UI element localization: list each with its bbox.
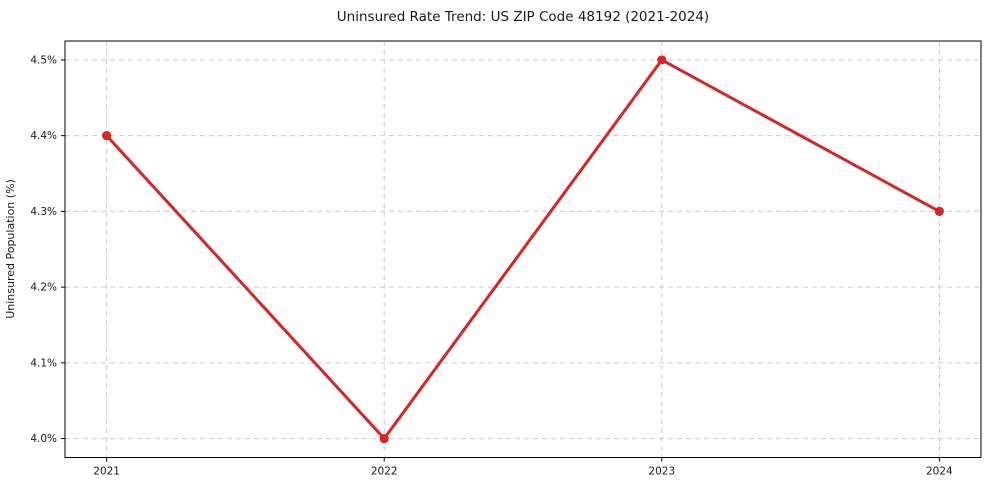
y-tick-label: 4.5%: [30, 54, 57, 66]
data-point-marker: [379, 433, 389, 444]
data-point-marker: [102, 131, 112, 141]
x-tick-label: 2023: [648, 466, 675, 478]
y-axis-label: Uninsured Population (%): [4, 179, 17, 319]
tick-layer: [61, 59, 940, 462]
y-tick-label: 4.3%: [30, 206, 57, 218]
y-tick-label: 4.1%: [30, 357, 57, 369]
tick-label-layer: 4.0% 4.1% 4.2% 4.3% 4.4% 4.5% 2021 2022 2023 2024: [30, 54, 953, 477]
y-tick-label: 4.0%: [30, 433, 57, 445]
y-tick-label: 4.2%: [30, 282, 57, 294]
axes-spines: [64, 40, 982, 458]
data-point-marker: [657, 55, 667, 65]
trend-line: [105, 58, 941, 441]
x-tick-label: 2022: [371, 466, 398, 478]
grid-layer: [65, 41, 981, 458]
data-point-marker: [934, 206, 944, 216]
spine-layer: [64, 40, 982, 458]
x-tick-label: 2024: [926, 466, 953, 478]
chart-title: Uninsured Rate Trend: US ZIP Code 48192 …: [337, 9, 709, 25]
y-tick-label: 4.4%: [30, 130, 57, 142]
series-layer: [102, 55, 944, 444]
x-tick-label: 2021: [93, 466, 120, 478]
